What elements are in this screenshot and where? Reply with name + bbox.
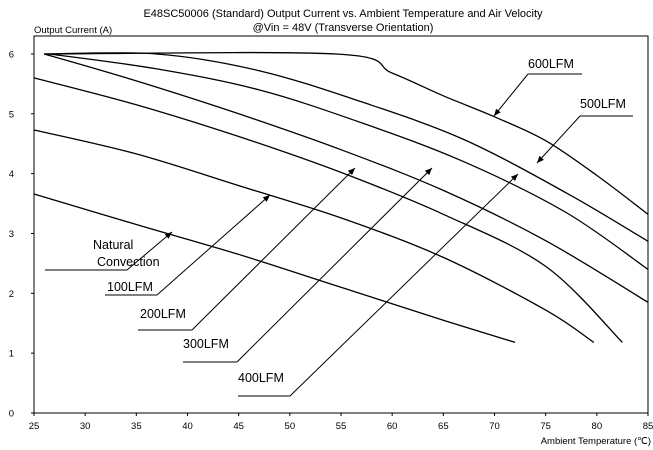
label-600lfm-arrowhead [494,108,501,116]
x-tick-label: 60 [387,421,398,432]
x-axis-label: Ambient Temperature (℃) [541,436,651,447]
label-300lfm-text: 300LFM [183,337,229,351]
y-tick-label: 0 [9,409,14,420]
label-600lfm-text: 600LFM [528,57,574,71]
x-tick-label: 25 [29,421,40,432]
y-axis-label: Output Current (A) [34,25,112,36]
label-natural-convection-arrowhead [164,232,172,239]
curve-200lfm [33,77,623,343]
chart-title: E48SC50006 (Standard) Output Current vs.… [143,8,543,20]
curves [33,51,649,344]
label-100lfm-arrowhead [262,195,270,202]
label-natural-convection-leader [126,231,173,271]
x-tick-label: 65 [438,421,449,432]
curve-400lfm [49,53,649,270]
label-300lfm-arrowhead [424,168,432,176]
label-natural-convection-text: Convection [97,255,160,269]
x-tick-label: 70 [489,421,500,432]
plot-frame [33,35,649,414]
x-tick-label: 30 [80,421,91,432]
curve-natural-convection [33,193,516,344]
label-500lfm-leader [536,115,581,164]
y-tick-label: 2 [9,289,14,300]
x-tick-label: 35 [131,421,142,432]
curve-300lfm [44,53,649,303]
curve-100lfm [33,129,595,343]
label-300lfm-leader [236,167,433,363]
x-tick-label: 50 [285,421,296,432]
chart-subtitle: @Vin = 48V (Transverse Orientation) [253,22,434,34]
curve-500lfm [44,52,649,242]
x-tick-label: 55 [336,421,347,432]
y-tick-label: 4 [9,169,14,180]
label-400lfm-text: 400LFM [238,371,284,385]
label-100lfm-leader [156,194,271,296]
label-500lfm-arrowhead [537,155,544,163]
label-400lfm-arrowhead [510,174,518,181]
label-100lfm-text: 100LFM [107,280,153,294]
x-tick-label: 75 [540,421,551,432]
label-200lfm-leader [191,167,356,331]
y-tick-label: 6 [9,49,14,60]
label-600lfm-leader [493,73,529,117]
label-200lfm-text: 200LFM [140,307,186,321]
curve-600lfm [44,51,649,215]
y-tick-label: 1 [9,349,14,360]
x-tick-label: 85 [643,421,653,432]
y-tick-label: 5 [9,109,14,120]
label-400lfm-leader [289,173,519,397]
x-tick-label: 40 [182,421,193,432]
x-tick-label: 45 [233,421,244,432]
y-tick-label: 3 [9,229,14,240]
label-500lfm-text: 500LFM [580,97,626,111]
annotations: Natural Convection 100LFM 200LFM 300LFM 400LF… [45,57,633,397]
label-200lfm-arrowhead [347,168,355,176]
label-natural-convection-text: Natural [93,238,133,252]
x-tick-label: 80 [592,421,603,432]
